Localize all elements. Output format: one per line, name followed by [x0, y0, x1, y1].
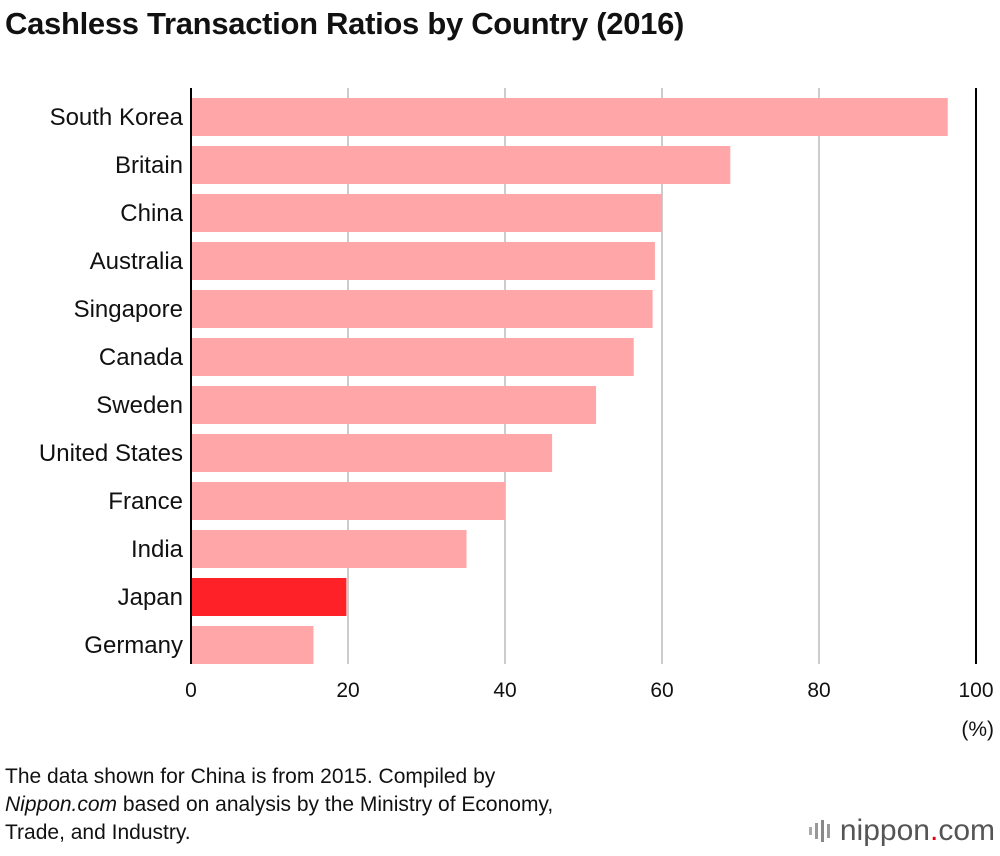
y-category-label: United States — [39, 440, 183, 467]
y-category-label: Sweden — [96, 392, 183, 419]
footnote: The data shown for China is from 2015. C… — [5, 763, 553, 847]
x-tick-label: 20 — [336, 679, 359, 702]
y-category-label: India — [131, 536, 184, 563]
bar-india — [191, 530, 467, 568]
x-tick-label: 80 — [807, 679, 830, 702]
footnote-line-2: Nippon.com based on analysis by the Mini… — [5, 791, 553, 819]
bar-south-korea — [191, 98, 948, 136]
bar-united-states — [191, 434, 553, 472]
bar-britain — [191, 146, 731, 184]
y-category-label: Japan — [118, 584, 183, 611]
y-category-label: Germany — [84, 632, 183, 659]
x-tick-label: 100 — [958, 679, 993, 702]
bar-sweden — [191, 386, 597, 424]
footnote-line-2-text: based on analysis by the Ministry of Eco… — [117, 793, 554, 816]
logo-suffix: com — [938, 814, 995, 847]
x-tick-label: 0 — [185, 679, 197, 702]
logo-text: nippon — [839, 814, 930, 847]
y-category-label: France — [108, 488, 183, 515]
y-category-label: Canada — [99, 344, 184, 371]
y-category-label: South Korea — [50, 104, 184, 131]
y-category-label: Singapore — [74, 296, 183, 323]
x-unit-label: (%) — [961, 718, 994, 741]
x-tick-label: 60 — [650, 679, 673, 702]
bar-germany — [191, 626, 314, 664]
bar-chart: 0 20 40 60 80 100 South Korea Britain China Austr… — [39, 88, 994, 741]
bar-japan — [191, 578, 347, 616]
y-category-label: China — [120, 200, 183, 227]
bar-france — [191, 482, 505, 520]
chart-title: Cashless Transaction Ratios by Country (… — [5, 6, 685, 41]
x-tick-label: 40 — [493, 679, 516, 702]
y-category-label: Britain — [115, 152, 183, 179]
bar-canada — [191, 338, 634, 376]
logo-dot: . — [929, 814, 939, 847]
bar-singapore — [191, 290, 653, 328]
footnote-line-1: The data shown for China is from 2015. C… — [5, 765, 496, 788]
logo-bars-icon — [808, 820, 830, 842]
nippon-logo: nippon.com — [808, 814, 995, 848]
footnote-line-3: Trade, and Industry. — [5, 821, 191, 844]
y-category-label: Australia — [90, 248, 184, 275]
bar-china — [191, 194, 662, 232]
source-name: Nippon.com — [5, 793, 118, 816]
bar-australia — [191, 242, 655, 280]
